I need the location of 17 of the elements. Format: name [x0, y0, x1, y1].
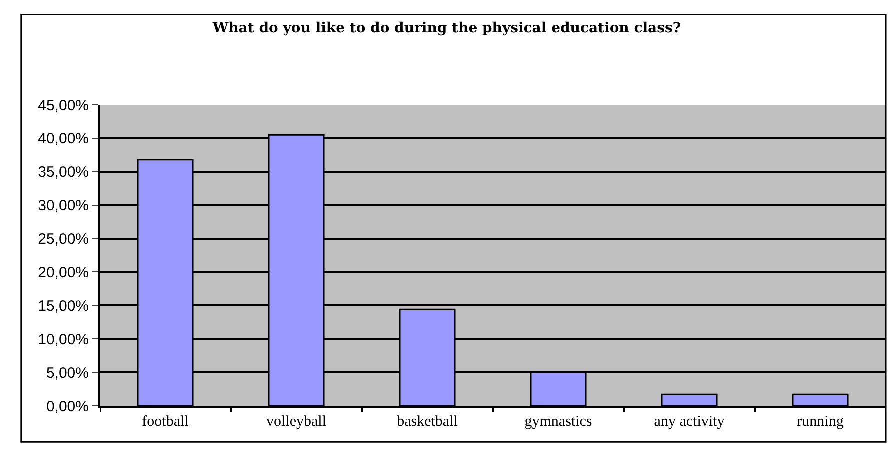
- y-tick-label: 5,00%: [46, 364, 89, 382]
- x-tick-label: running: [797, 414, 844, 430]
- x-tick-label: any activity: [654, 414, 726, 430]
- y-tick-label: 40,00%: [38, 130, 89, 148]
- y-tick-label: 0,00%: [46, 398, 89, 416]
- y-tick-label: 10,00%: [38, 331, 89, 348]
- y-tick-label: 15,00%: [38, 298, 89, 315]
- x-tick-label: football: [142, 414, 189, 430]
- y-tick-label: 20,00%: [38, 264, 89, 282]
- x-tick-label: volleyball: [266, 414, 326, 430]
- y-tick-label: 35,00%: [38, 164, 89, 182]
- x-tick-label: gymnastics: [524, 414, 592, 430]
- y-tick-label: 45,00%: [38, 97, 89, 114]
- chart-title: What do you like to do during the physical education class?: [212, 20, 682, 37]
- x-tick-label: basketball: [397, 414, 458, 430]
- y-tick-label: 30,00%: [38, 198, 89, 215]
- y-tick-label: 25,00%: [38, 231, 89, 248]
